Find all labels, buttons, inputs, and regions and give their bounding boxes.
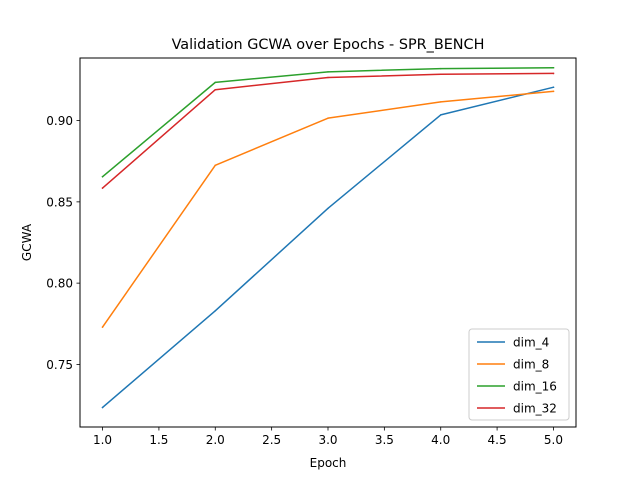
legend: dim_4 dim_8 dim_16 dim_32 [468,328,570,421]
legend-box [468,328,570,421]
data-point-dim_4-2 [327,207,329,210]
y-tick-label: 0.75 [46,358,73,372]
data-point-dim_32-0 [101,187,104,189]
y-axis-ticks: 0.75 0.80 0.85 0.90 [46,114,80,372]
data-point-dim_32-4 [552,72,555,75]
chart-title: Validation GCWA over Epochs - SPR_BENCH [172,37,485,53]
x-tick-label: 3.0 [318,433,337,447]
data-point-dim_32-1 [214,88,217,91]
data-point-dim_4-4 [552,86,555,89]
x-tick-label: 1.0 [93,433,112,447]
y-tick-label: 0.80 [46,277,73,291]
series-layer [101,66,555,409]
x-tick-label: 4.0 [431,433,450,447]
data-point-dim_16-0 [101,175,104,178]
y-tick-label: 0.85 [46,195,73,209]
data-point-dim_8-4 [552,90,555,93]
y-axis-label: GCWA [20,223,34,261]
x-tick-label: 4.5 [488,433,507,447]
data-point-dim_8-1 [214,164,217,167]
data-point-dim_8-0 [101,326,104,328]
data-point-dim_4-1 [214,310,217,312]
legend-label-dim_32: dim_32 [513,402,557,416]
legend-label-dim_16: dim_16 [513,380,557,394]
x-tick-label: 5.0 [544,433,563,447]
x-axis-label: Epoch [310,456,347,470]
data-point-dim_4-3 [439,114,442,116]
data-point-dim_16-2 [327,71,329,73]
x-tick-label: 2.0 [206,433,225,447]
data-point-dim_32-2 [327,76,329,79]
x-tick-label: 2.5 [262,433,281,447]
x-tick-label: 1.5 [149,433,168,447]
x-axis-ticks: 1.0 1.5 2.0 2.5 3.0 3.5 4.0 4.5 5.0 [93,427,563,447]
data-point-dim_16-3 [439,67,442,70]
data-point-dim_16-4 [552,67,555,69]
x-tick-label: 3.5 [375,433,394,447]
legend-label-dim_8: dim_8 [513,358,549,372]
legend-entries: dim_4 dim_8 dim_16 dim_32 [477,336,557,416]
data-point-dim_4-0 [101,406,104,409]
data-point-dim_8-3 [439,101,442,103]
data-point-dim_8-2 [327,117,329,119]
legend-label-dim_4: dim_4 [513,336,549,350]
data-point-dim_32-3 [439,73,442,76]
y-tick-label: 0.90 [46,114,73,128]
data-point-dim_16-1 [214,81,217,84]
